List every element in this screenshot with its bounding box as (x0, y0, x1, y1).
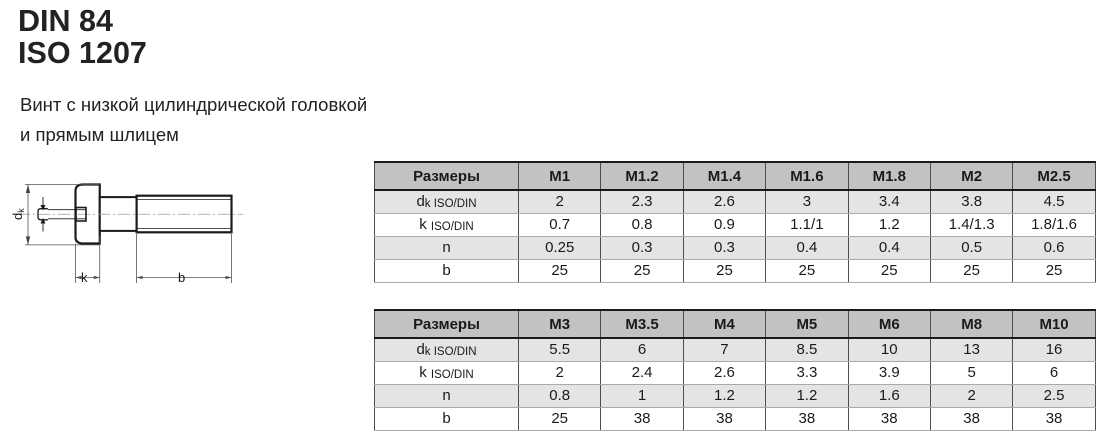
svg-text:b: b (178, 270, 185, 285)
svg-text:dk: dk (10, 208, 26, 220)
svg-text:k: k (81, 270, 88, 285)
